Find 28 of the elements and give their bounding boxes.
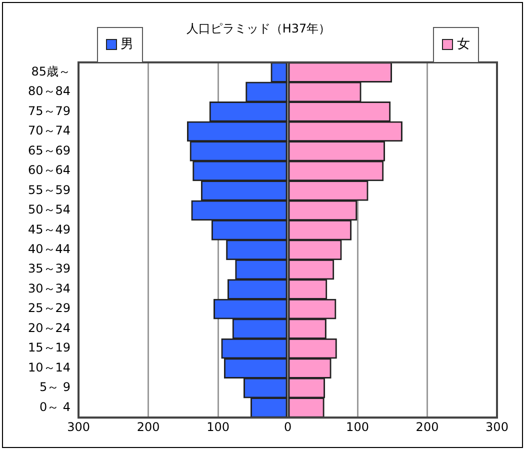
y-tick-label: 85歳～ [31,64,71,78]
y-tick-label: 40～44 [28,242,71,256]
y-tick-label: 0～ 4 [39,400,71,414]
y-tick-label: 70～74 [28,124,71,138]
y-tick-label: 80～84 [28,84,71,98]
y-tick-label: 55～59 [28,182,71,197]
y-tick-label: 60～64 [28,163,71,178]
x-tick-label: 0 [284,420,292,434]
y-tick-label: 25～29 [28,301,71,316]
y-tick-label: 50～54 [28,202,71,217]
y-tick-label: 20～24 [28,320,71,335]
x-tick-label: 200 [416,420,439,434]
x-tick-label: 300 [486,420,508,434]
legend-label: 女 [457,37,470,52]
x-tick-label: 100 [206,420,230,434]
y-tick-label: 5～ 9 [39,380,71,394]
x-tick-label: 200 [136,420,160,434]
y-tick-label: 15～19 [28,340,71,355]
x-tick-label: 300 [67,420,90,434]
y-tick-label: 75～79 [28,104,71,118]
y-tick-label: 10～14 [28,360,71,374]
y-tick-label: 35～39 [28,262,71,276]
x-tick-label: 100 [346,420,369,434]
y-tick-label: 45～49 [28,222,71,236]
chart-title: 人口ピラミッド（H37年） [186,21,331,36]
y-tick-label: 65～69 [28,143,71,158]
y-tick-label: 30～34 [28,281,71,296]
legend-label: 男 [120,37,134,52]
